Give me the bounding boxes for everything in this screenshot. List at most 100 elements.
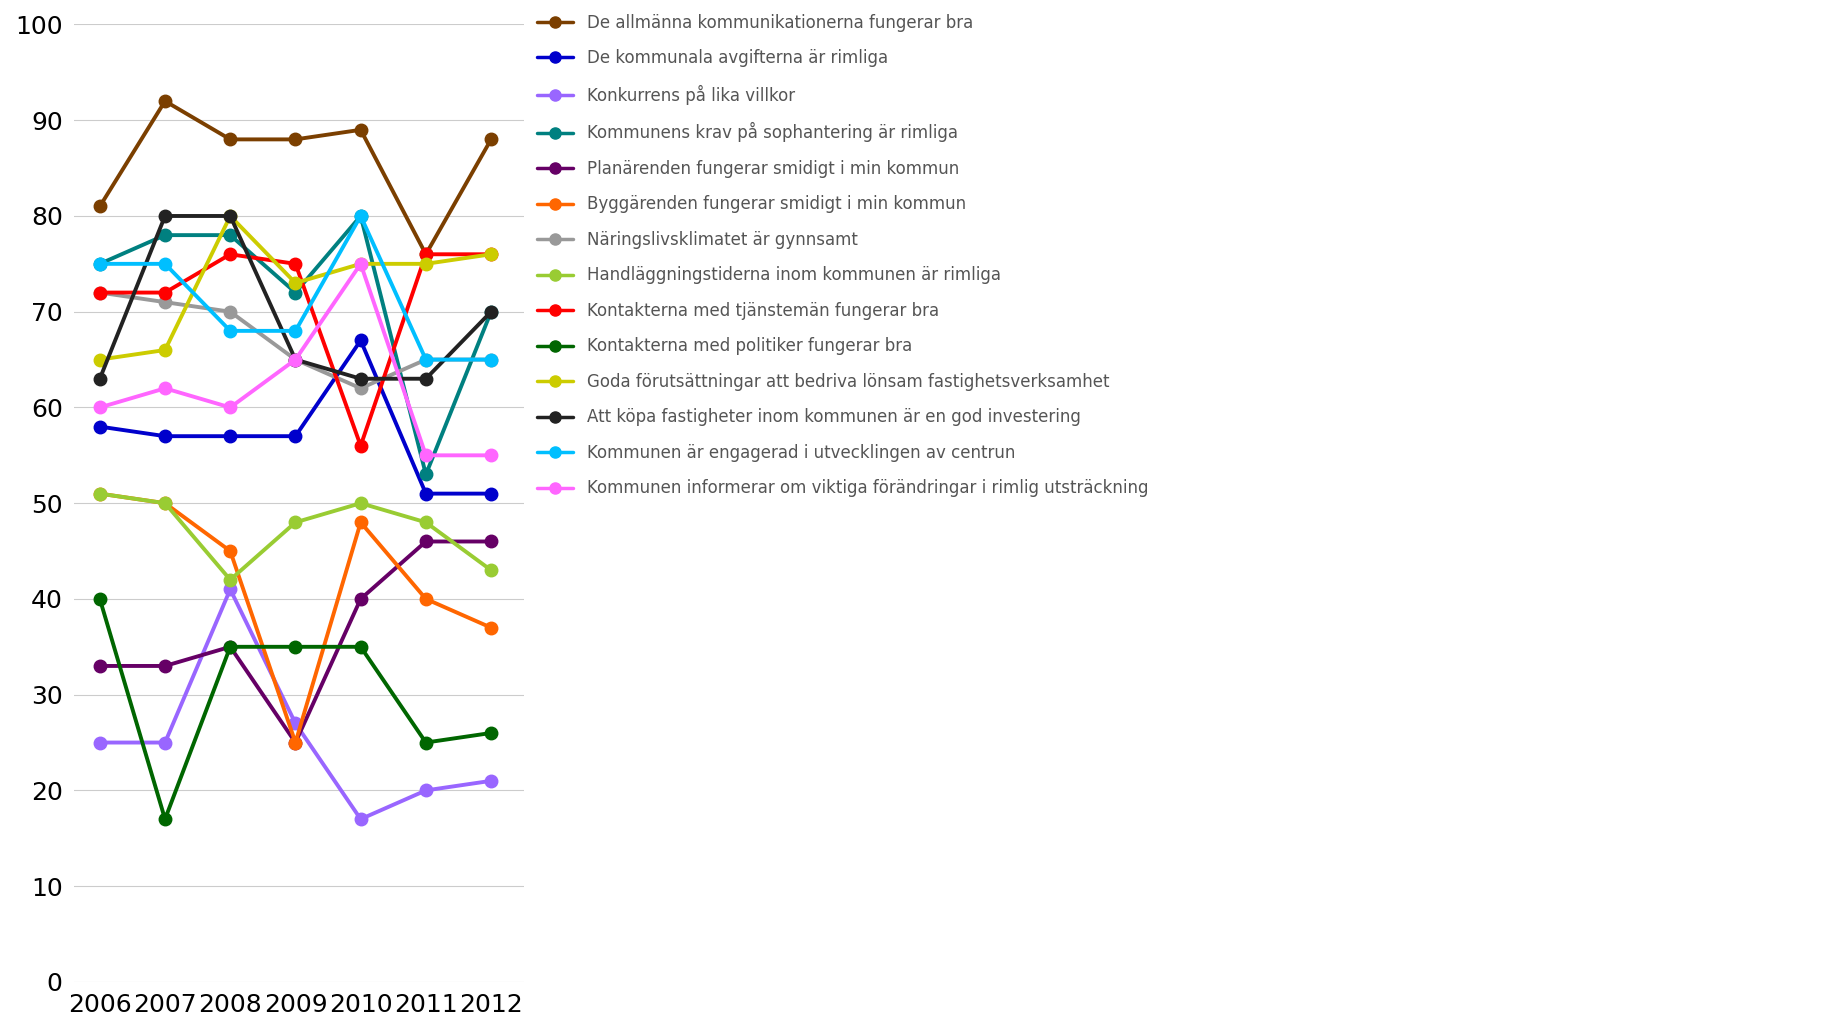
De allmänna kommunikationerna fungerar bra — [480, 133, 502, 146]
Legend: De allmänna kommunikationerna fungerar bra, De kommunala avgifterna är rimliga, : De allmänna kommunikationerna fungerar b… — [536, 13, 1149, 497]
De allmänna kommunikationerna fungerar bra — [153, 95, 175, 107]
Line: Kommunens krav på sophantering är rimliga: Kommunens krav på sophantering är rimlig… — [94, 209, 497, 481]
Goda förutsättningar att bedriva lönsam fastighetsverksamhet — [349, 258, 371, 270]
Konkurrens på lika villkor — [416, 784, 438, 797]
Line: Goda förutsättningar att bedriva lönsam fastighetsverksamhet: Goda förutsättningar att bedriva lönsam … — [94, 209, 497, 365]
Line: Kommunen informerar om viktiga förändringar i rimlig utsträckning: Kommunen informerar om viktiga förändrin… — [94, 258, 497, 461]
Line: De kommunala avgifterna är rimliga: De kommunala avgifterna är rimliga — [94, 334, 497, 499]
Goda förutsättningar att bedriva lönsam fastighetsverksamhet — [284, 277, 307, 289]
Att köpa fastigheter inom kommunen är en god investering — [220, 209, 242, 222]
Kontakterna med politiker fungerar bra — [416, 737, 438, 749]
Handläggningstiderna inom kommunen är rimliga — [89, 487, 111, 499]
Planärenden fungerar smidigt i min kommun — [153, 659, 175, 672]
Kommunen är engagerad i utvecklingen av centrun — [349, 209, 371, 222]
Kommunen är engagerad i utvecklingen av centrun — [284, 325, 307, 337]
Kontakterna med tjänstemän fungerar bra — [220, 248, 242, 260]
Handläggningstiderna inom kommunen är rimliga — [153, 497, 175, 510]
Byggärenden fungerar smidigt i min kommun — [89, 487, 111, 499]
Kommunen informerar om viktiga förändringar i rimlig utsträckning — [416, 449, 438, 461]
Kommunens krav på sophantering är rimliga — [153, 229, 175, 241]
Konkurrens på lika villkor — [153, 737, 175, 749]
Byggärenden fungerar smidigt i min kommun — [480, 621, 502, 634]
Kommunen informerar om viktiga förändringar i rimlig utsträckning — [153, 382, 175, 394]
Kommunen är engagerad i utvecklingen av centrun — [153, 258, 175, 270]
Konkurrens på lika villkor — [349, 813, 371, 826]
De kommunala avgifterna är rimliga — [220, 430, 242, 443]
Planärenden fungerar smidigt i min kommun — [349, 592, 371, 605]
Goda förutsättningar att bedriva lönsam fastighetsverksamhet — [416, 258, 438, 270]
Planärenden fungerar smidigt i min kommun — [220, 641, 242, 653]
Kommunen är engagerad i utvecklingen av centrun — [416, 353, 438, 365]
De kommunala avgifterna är rimliga — [480, 487, 502, 499]
De allmänna kommunikationerna fungerar bra — [284, 133, 307, 146]
De allmänna kommunikationerna fungerar bra — [220, 133, 242, 146]
Planärenden fungerar smidigt i min kommun — [416, 536, 438, 548]
Kontakterna med tjänstemän fungerar bra — [416, 248, 438, 260]
Kontakterna med politiker fungerar bra — [480, 727, 502, 739]
Kontakterna med politiker fungerar bra — [349, 641, 371, 653]
Handläggningstiderna inom kommunen är rimliga — [480, 565, 502, 577]
Kommunen är engagerad i utvecklingen av centrun — [89, 258, 111, 270]
Goda förutsättningar att bedriva lönsam fastighetsverksamhet — [89, 353, 111, 365]
Kommunens krav på sophantering är rimliga — [89, 258, 111, 270]
Kontakterna med politiker fungerar bra — [89, 592, 111, 605]
Planärenden fungerar smidigt i min kommun — [284, 737, 307, 749]
Kommunens krav på sophantering är rimliga — [416, 469, 438, 481]
Line: Näringslivsklimatet är gynnsamt: Näringslivsklimatet är gynnsamt — [94, 286, 497, 394]
Planärenden fungerar smidigt i min kommun — [89, 659, 111, 672]
Kommunen informerar om viktiga förändringar i rimlig utsträckning — [284, 353, 307, 365]
Konkurrens på lika villkor — [220, 583, 242, 595]
Att köpa fastigheter inom kommunen är en god investering — [416, 373, 438, 385]
Att köpa fastigheter inom kommunen är en god investering — [349, 373, 371, 385]
Handläggningstiderna inom kommunen är rimliga — [349, 497, 371, 510]
Kommunens krav på sophantering är rimliga — [284, 286, 307, 298]
Handläggningstiderna inom kommunen är rimliga — [284, 516, 307, 528]
De kommunala avgifterna är rimliga — [89, 420, 111, 432]
Kontakterna med politiker fungerar bra — [153, 813, 175, 826]
Kommunen informerar om viktiga förändringar i rimlig utsträckning — [220, 401, 242, 414]
Byggärenden fungerar smidigt i min kommun — [349, 516, 371, 528]
Line: Konkurrens på lika villkor: Konkurrens på lika villkor — [94, 583, 497, 826]
De allmänna kommunikationerna fungerar bra — [349, 124, 371, 136]
Line: Planärenden fungerar smidigt i min kommun: Planärenden fungerar smidigt i min kommu… — [94, 536, 497, 749]
Kommunens krav på sophantering är rimliga — [480, 305, 502, 318]
Konkurrens på lika villkor — [480, 775, 502, 787]
Byggärenden fungerar smidigt i min kommun — [416, 592, 438, 605]
Näringslivsklimatet är gynnsamt — [284, 353, 307, 365]
Kontakterna med tjänstemän fungerar bra — [349, 440, 371, 452]
De kommunala avgifterna är rimliga — [153, 430, 175, 443]
De allmänna kommunikationerna fungerar bra — [416, 248, 438, 260]
Näringslivsklimatet är gynnsamt — [480, 353, 502, 365]
Kommunens krav på sophantering är rimliga — [349, 209, 371, 222]
Kontakterna med tjänstemän fungerar bra — [480, 248, 502, 260]
Planärenden fungerar smidigt i min kommun — [480, 536, 502, 548]
Line: Att köpa fastigheter inom kommunen är en god investering: Att köpa fastigheter inom kommunen är en… — [94, 209, 497, 385]
Konkurrens på lika villkor — [284, 717, 307, 730]
Att köpa fastigheter inom kommunen är en god investering — [153, 209, 175, 222]
Kommunen är engagerad i utvecklingen av centrun — [220, 325, 242, 337]
Line: Handläggningstiderna inom kommunen är rimliga: Handläggningstiderna inom kommunen är ri… — [94, 487, 497, 586]
Handläggningstiderna inom kommunen är rimliga — [416, 516, 438, 528]
De kommunala avgifterna är rimliga — [284, 430, 307, 443]
De allmänna kommunikationerna fungerar bra — [89, 200, 111, 213]
Goda förutsättningar att bedriva lönsam fastighetsverksamhet — [153, 344, 175, 356]
Kontakterna med politiker fungerar bra — [220, 641, 242, 653]
Kommunen informerar om viktiga förändringar i rimlig utsträckning — [349, 258, 371, 270]
Kommunen informerar om viktiga förändringar i rimlig utsträckning — [480, 449, 502, 461]
Konkurrens på lika villkor — [89, 737, 111, 749]
Att köpa fastigheter inom kommunen är en god investering — [89, 373, 111, 385]
De kommunala avgifterna är rimliga — [416, 487, 438, 499]
Line: Kontakterna med tjänstemän fungerar bra: Kontakterna med tjänstemän fungerar bra — [94, 248, 497, 452]
Line: Kommunen är engagerad i utvecklingen av centrun: Kommunen är engagerad i utvecklingen av … — [94, 209, 497, 365]
Kontakterna med tjänstemän fungerar bra — [153, 286, 175, 298]
Kommunen informerar om viktiga förändringar i rimlig utsträckning — [89, 401, 111, 414]
Kontakterna med politiker fungerar bra — [284, 641, 307, 653]
Goda förutsättningar att bedriva lönsam fastighetsverksamhet — [220, 209, 242, 222]
Line: De allmänna kommunikationerna fungerar bra: De allmänna kommunikationerna fungerar b… — [94, 95, 497, 260]
Att köpa fastigheter inom kommunen är en god investering — [480, 305, 502, 318]
Näringslivsklimatet är gynnsamt — [89, 286, 111, 298]
Kommunens krav på sophantering är rimliga — [220, 229, 242, 241]
Näringslivsklimatet är gynnsamt — [153, 296, 175, 309]
Byggärenden fungerar smidigt i min kommun — [220, 545, 242, 557]
Kontakterna med tjänstemän fungerar bra — [284, 258, 307, 270]
